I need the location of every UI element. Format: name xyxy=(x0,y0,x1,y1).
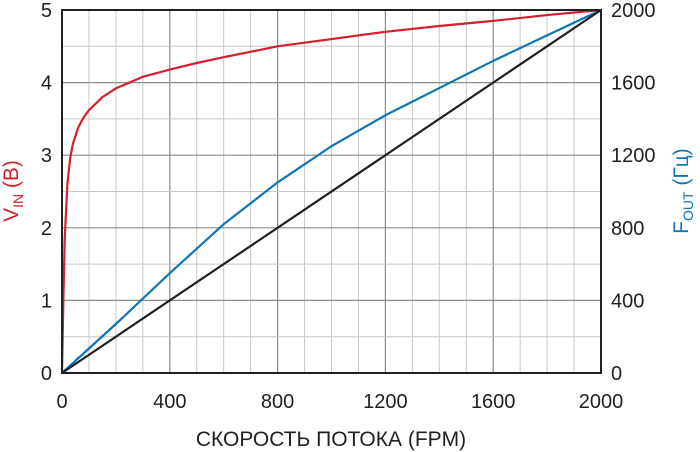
y-left-tick-label: 2 xyxy=(41,218,52,240)
y-left-tick-label: 5 xyxy=(41,0,52,22)
y-right-tick-label: 0 xyxy=(611,363,622,385)
x-axis-title: СКОРОСТЬ ПОТОКА (FPM) xyxy=(196,428,466,451)
y-right-tick-label: 1600 xyxy=(611,73,656,95)
y-left-tick-labels: 0 1 2 3 4 5 xyxy=(41,0,52,385)
x-tick-label: 0 xyxy=(56,391,67,413)
y-right-title-rest: (Гц) xyxy=(670,148,693,191)
y-left-title-sub: IN xyxy=(10,194,26,208)
y-right-title-main: F xyxy=(670,221,693,234)
y-right-tick-labels: 0 400 800 1200 1600 2000 xyxy=(611,0,656,385)
y-right-tick-label: 400 xyxy=(611,290,644,312)
y-left-tick-label: 0 xyxy=(41,363,52,385)
x-tick-label: 1200 xyxy=(363,391,408,413)
y-right-title-sub: OUT xyxy=(680,191,696,221)
y-left-title-rest: (В) xyxy=(0,160,23,194)
y-right-tick-label: 2000 xyxy=(611,0,656,22)
series-line-1 xyxy=(60,8,602,374)
y-left-tick-label: 1 xyxy=(41,290,52,312)
y-left-axis-title: VIN (В) xyxy=(0,160,26,222)
y-right-tick-label: 1200 xyxy=(611,145,656,167)
y-left-tick-label: 3 xyxy=(41,145,52,167)
series-lines xyxy=(60,8,602,374)
y-left-title-main: V xyxy=(0,208,23,222)
x-tick-label: 2000 xyxy=(579,391,624,413)
x-tick-label: 800 xyxy=(261,391,294,413)
series-line-2 xyxy=(61,9,602,374)
x-tick-label: 1600 xyxy=(471,391,516,413)
y-right-axis-title: FOUT (Гц) xyxy=(670,148,696,234)
series-line-3 xyxy=(61,9,602,374)
grid xyxy=(62,10,601,373)
y-right-tick-label: 800 xyxy=(611,218,644,240)
x-tick-label: 400 xyxy=(153,391,186,413)
plot-frame xyxy=(61,9,602,374)
y-left-tick-label: 4 xyxy=(41,73,52,95)
x-tick-labels: 0 400 800 1200 1600 2000 xyxy=(56,391,623,413)
